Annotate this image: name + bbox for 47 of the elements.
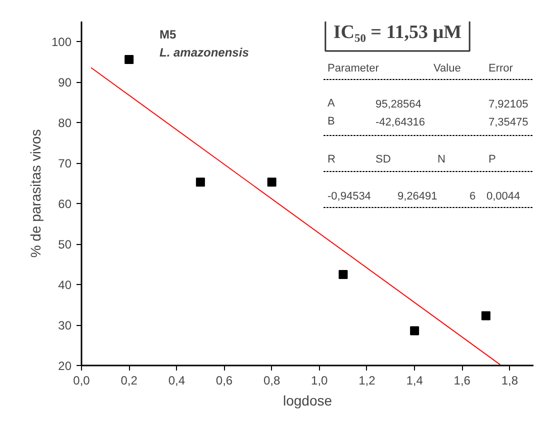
annotation: M5 <box>160 28 176 42</box>
annotation: P <box>488 154 496 166</box>
annotation: 7,92105 <box>488 98 528 110</box>
y-tick-label: 60 <box>58 197 72 212</box>
annotation: 9,26491 <box>398 190 438 202</box>
x-tick-label: 0,0 <box>73 374 90 388</box>
x-tick-label: 1,0 <box>311 374 328 388</box>
x-tick-label: 1,8 <box>501 374 518 388</box>
y-tick-label: 90 <box>58 76 72 90</box>
x-tick-label: 0,6 <box>216 374 233 388</box>
y-tick-label: 80 <box>58 116 72 130</box>
y-tick-label: 30 <box>58 318 72 333</box>
annotation: 95,28564 <box>376 98 422 110</box>
x-tick-label: 0,2 <box>120 374 138 388</box>
x-axis-title: logdose <box>282 392 332 408</box>
point <box>124 55 134 64</box>
point <box>267 178 276 187</box>
annotation: 0,0044 <box>486 190 520 202</box>
point <box>338 270 348 279</box>
x-tick-label: 1,6 <box>454 374 471 388</box>
y-tick-label: 100 <box>51 35 72 50</box>
y-tick-label: 40 <box>58 278 72 292</box>
annotation: Value <box>434 62 461 74</box>
y-axis-title: % de parasitas vivos <box>27 129 44 258</box>
point <box>196 178 205 187</box>
annotation: N <box>438 154 446 166</box>
annotation: 6 <box>470 190 476 202</box>
annotation: 7,35475 <box>488 116 528 128</box>
annotation: A <box>328 98 336 110</box>
annotation: IC₅₀ = 11,53 µM <box>333 22 462 43</box>
point <box>410 326 420 336</box>
y-tick-label: 70 <box>58 156 72 171</box>
annotation: B <box>328 116 335 128</box>
annotation: SD <box>376 154 391 166</box>
annotation: R <box>328 154 336 166</box>
annotation: -0,94534 <box>328 190 371 202</box>
annotation: Error <box>488 62 514 74</box>
point <box>481 311 490 320</box>
annotation: L. amazonensis <box>160 46 250 60</box>
y-tick-label: 20 <box>58 359 72 373</box>
annotation: -42,64316 <box>376 116 426 128</box>
x-tick-label: 0,8 <box>263 374 280 388</box>
x-tick-label: 1,4 <box>406 374 424 388</box>
x-tick-label: 0,4 <box>168 374 186 388</box>
y-tick-label: 50 <box>58 238 72 252</box>
annotation: Parameter <box>328 62 380 74</box>
x-tick-label: 1,2 <box>358 374 376 388</box>
